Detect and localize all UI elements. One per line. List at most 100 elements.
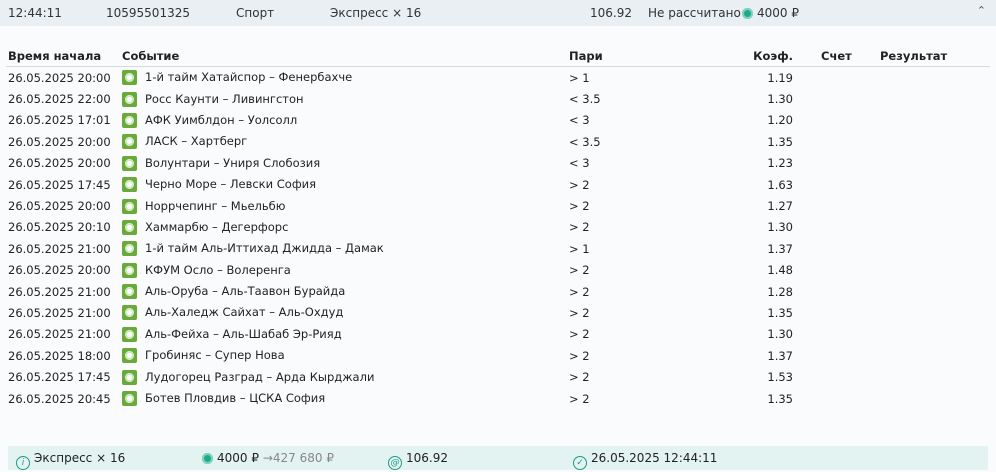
row-time: 26.05.2025 20:45 [8, 391, 111, 406]
row-result [878, 67, 990, 89]
row-time: 26.05.2025 17:45 [8, 370, 111, 385]
row-event: 1-й тайм Хатайспор – Фенербахче [120, 67, 567, 89]
row-coef: 1.19 [767, 70, 793, 85]
row-coef: 1.35 [767, 391, 793, 406]
table-row: 26.05.2025 20:00 Норрчепинг – Мьельбю > … [6, 195, 990, 216]
footer-type-text: Экспресс × 16 [34, 451, 126, 465]
row-bet: > 2 [569, 370, 590, 385]
table-row: 26.05.2025 20:00 КФУМ Осло – Волеренга >… [6, 260, 990, 281]
table-row: 26.05.2025 17:01 АФК Уимблдон – Уолсолл … [6, 110, 990, 131]
row-score [819, 260, 878, 281]
row-score [819, 345, 878, 366]
row-event-name: Черно Море – Левски София [145, 177, 317, 192]
football-icon [122, 241, 137, 257]
row-time: 26.05.2025 20:00 [8, 199, 111, 214]
table-row: 26.05.2025 20:10 Хаммарбю – Дегерфорс > … [6, 217, 990, 238]
row-result [878, 345, 990, 366]
row-result [878, 366, 990, 387]
footer-type: i Экспресс × 16 [16, 451, 125, 470]
at-icon: @ [388, 456, 402, 470]
row-time: 26.05.2025 20:00 [8, 134, 111, 149]
row-coef: 1.37 [767, 348, 793, 363]
row-event: Лудогорец Разград – Арда Кырджали [120, 366, 567, 387]
row-event-name: 1-й тайм Аль-Иттихад Джидда – Дамак [145, 241, 384, 256]
football-icon [122, 134, 137, 150]
row-event-name: Гробиняс – Супер Нова [145, 348, 285, 363]
events-table: Время начала Событие Пари Коэф. Счет Рез… [6, 45, 990, 409]
row-time: 26.05.2025 20:00 [8, 70, 111, 85]
row-coef: 1.20 [767, 113, 793, 128]
row-bet: < 3.5 [569, 92, 601, 107]
footer-datetime-value: 26.05.2025 12:44:11 [591, 451, 718, 465]
row-event: ЛАСК – Хартберг [120, 131, 567, 152]
football-icon [122, 326, 137, 342]
row-coef: 1.35 [767, 305, 793, 320]
row-event-name: ЛАСК – Хартберг [145, 134, 248, 149]
row-result [878, 131, 990, 152]
football-icon [122, 219, 137, 235]
row-event: Волунтари – Униря Слобозия [120, 153, 567, 174]
table-row: 26.05.2025 21:00 1-й тайм Аль-Иттихад Дж… [6, 238, 990, 259]
col-score: Счет [819, 45, 878, 67]
row-time: 26.05.2025 21:00 [8, 305, 111, 320]
row-event: Ботев Пловдив – ЦСКА София [120, 388, 567, 409]
row-event-name: Аль-Фейха – Аль-Шабаб Эр-Рияд [145, 326, 342, 341]
row-time: 26.05.2025 20:10 [8, 220, 111, 235]
row-score [819, 302, 878, 323]
row-coef: 1.37 [767, 241, 793, 256]
col-start-time: Время начала [6, 45, 120, 67]
row-time: 26.05.2025 21:00 [8, 241, 111, 256]
row-bet: > 2 [569, 305, 590, 320]
row-score [819, 217, 878, 238]
footer-stake-amount: 4000 ₽ [217, 451, 259, 465]
row-result [878, 238, 990, 259]
row-score [819, 67, 878, 89]
row-event-name: АФК Уимблдон – Уолсолл [145, 112, 298, 127]
row-result [878, 388, 990, 409]
row-coef: 1.30 [767, 327, 793, 342]
table-row: 26.05.2025 21:00 Аль-Фейха – Аль-Шабаб Э… [6, 324, 990, 345]
footer-datetime: ✓ 26.05.2025 12:44:11 [573, 451, 717, 470]
row-score [819, 88, 878, 109]
football-icon [122, 305, 137, 321]
table-row: 26.05.2025 22:00 Росс Каунти – Ливингсто… [6, 88, 990, 109]
row-bet: > 2 [569, 263, 590, 278]
row-result [878, 174, 990, 195]
row-coef: 1.48 [767, 263, 793, 278]
bet-type: Экспресс × 16 [330, 6, 422, 20]
row-result [878, 324, 990, 345]
row-result [878, 88, 990, 109]
row-time: 26.05.2025 17:45 [8, 177, 111, 192]
coin-icon [742, 8, 753, 19]
row-event: Росс Каунти – Ливингстон [120, 88, 567, 109]
row-event-name: КФУМ Осло – Волеренга [145, 262, 291, 277]
football-icon [122, 369, 137, 385]
row-time: 26.05.2025 20:00 [8, 156, 111, 171]
col-event: Событие [120, 45, 567, 67]
row-bet: > 1 [569, 70, 590, 85]
football-icon [122, 112, 137, 128]
football-icon [122, 391, 137, 407]
row-bet: > 2 [569, 177, 590, 192]
info-icon: i [16, 456, 30, 470]
row-event-name: Аль-Халедж Сайхат – Аль-Охдуд [145, 305, 344, 320]
table-row: 26.05.2025 20:45 Ботев Пловдив – ЦСКА Со… [6, 388, 990, 409]
row-event-name: 1-й тайм Хатайспор – Фенербахче [145, 70, 353, 85]
row-event-name: Лудогорец Разград – Арда Кырджали [145, 369, 375, 384]
table-row: 26.05.2025 20:00 ЛАСК – Хартберг < 3.5 1… [6, 131, 990, 152]
table-row: 26.05.2025 20:00 Волунтари – Униря Слобо… [6, 153, 990, 174]
row-bet: > 2 [569, 220, 590, 235]
row-score [819, 388, 878, 409]
row-bet: > 2 [569, 348, 590, 363]
row-event-name: Росс Каунти – Ливингстон [145, 91, 304, 106]
row-bet: > 2 [569, 284, 590, 299]
football-icon [122, 348, 137, 364]
chevron-up-icon[interactable]: ⌃ [976, 4, 986, 17]
row-coef: 1.28 [767, 284, 793, 299]
bet-summary-bar[interactable]: 12:44:11 10595501325 Спорт Экспресс × 16… [0, 0, 996, 26]
table-row: 26.05.2025 20:00 1-й тайм Хатайспор – Фе… [6, 67, 990, 89]
footer-odds-value: 106.92 [406, 451, 448, 465]
row-event: Аль-Халедж Сайхат – Аль-Охдуд [120, 302, 567, 323]
row-result [878, 153, 990, 174]
row-event-name: Ботев Пловдив – ЦСКА София [145, 391, 326, 406]
